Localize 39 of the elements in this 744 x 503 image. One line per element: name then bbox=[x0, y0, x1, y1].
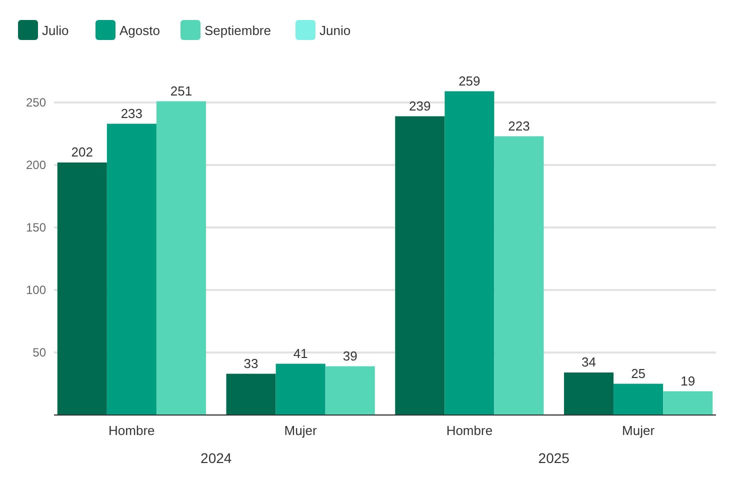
legend-label: Septiembre bbox=[204, 23, 271, 38]
x-tick-label: Hombre bbox=[446, 423, 493, 438]
x-tick-label: Hombre bbox=[108, 423, 155, 438]
bar bbox=[663, 391, 713, 415]
data-label: 223 bbox=[508, 118, 530, 134]
data-label: 33 bbox=[244, 356, 258, 371]
bar bbox=[444, 91, 494, 415]
data-label: 39 bbox=[342, 348, 358, 364]
bar bbox=[106, 124, 156, 415]
x-tick-label: Mujer bbox=[284, 423, 318, 438]
data-label: 233 bbox=[120, 106, 143, 121]
bar bbox=[325, 366, 375, 415]
bar bbox=[57, 162, 107, 415]
data-label: 41 bbox=[293, 346, 308, 361]
bar bbox=[276, 364, 326, 415]
x-tick-label: Mujer bbox=[622, 423, 656, 438]
bar bbox=[564, 372, 614, 415]
text: 2024 bbox=[200, 450, 232, 466]
y-tick-label: 150 bbox=[26, 220, 46, 234]
y-tick-label: 200 bbox=[26, 158, 46, 172]
legend-label: Julio bbox=[42, 23, 69, 38]
data-label: 34 bbox=[582, 354, 596, 370]
legend-label: Junio bbox=[320, 23, 351, 38]
legend-label: Agosto bbox=[120, 23, 160, 38]
data-label: 202 bbox=[71, 144, 93, 160]
bar bbox=[494, 136, 544, 415]
data-label: 259 bbox=[458, 73, 480, 88]
y-tick-label: 50 bbox=[32, 346, 46, 360]
data-label: 25 bbox=[631, 366, 646, 381]
bar bbox=[614, 384, 664, 415]
data-label: 251 bbox=[170, 83, 192, 98]
bar bbox=[156, 101, 206, 415]
y-tick-label: 100 bbox=[26, 283, 46, 297]
bar bbox=[395, 116, 445, 415]
bar bbox=[226, 374, 276, 415]
text: 2025 bbox=[538, 450, 570, 466]
data-label: 19 bbox=[680, 373, 696, 388]
y-tick-label: 250 bbox=[26, 96, 46, 110]
data-label: 239 bbox=[409, 98, 431, 114]
